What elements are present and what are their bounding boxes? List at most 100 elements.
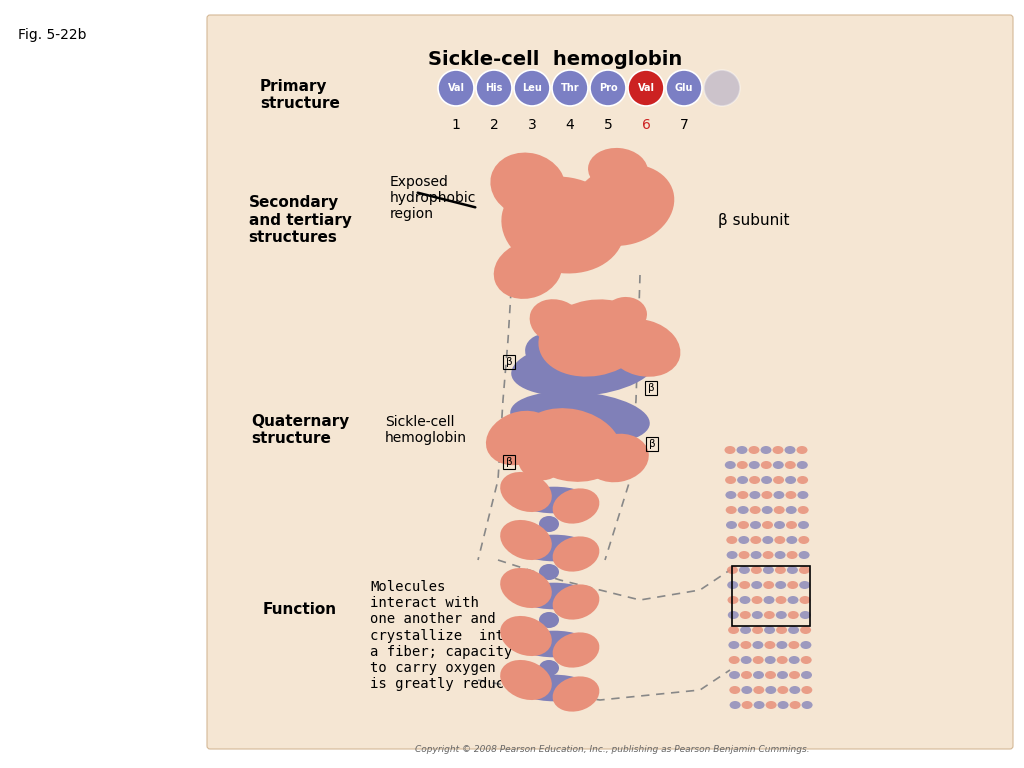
Ellipse shape — [764, 596, 774, 604]
Circle shape — [705, 70, 740, 106]
Ellipse shape — [740, 641, 752, 649]
Ellipse shape — [786, 521, 797, 529]
Ellipse shape — [776, 611, 786, 619]
Ellipse shape — [784, 446, 796, 454]
Ellipse shape — [761, 476, 772, 484]
Ellipse shape — [588, 148, 648, 192]
Ellipse shape — [529, 300, 585, 345]
Ellipse shape — [754, 686, 764, 694]
Ellipse shape — [788, 641, 800, 649]
Ellipse shape — [774, 551, 785, 559]
Ellipse shape — [785, 476, 796, 484]
Ellipse shape — [525, 334, 569, 370]
FancyBboxPatch shape — [207, 15, 1013, 749]
Ellipse shape — [738, 521, 749, 529]
Ellipse shape — [764, 611, 775, 619]
Circle shape — [628, 70, 664, 106]
Text: Val: Val — [638, 83, 654, 93]
Bar — [503, 455, 515, 469]
Ellipse shape — [787, 596, 799, 604]
Ellipse shape — [802, 686, 812, 694]
Ellipse shape — [800, 611, 811, 619]
Ellipse shape — [739, 611, 751, 619]
Ellipse shape — [729, 701, 740, 709]
Ellipse shape — [729, 656, 739, 664]
Ellipse shape — [539, 660, 559, 676]
Ellipse shape — [776, 656, 787, 664]
Ellipse shape — [728, 641, 739, 649]
Ellipse shape — [775, 581, 786, 589]
Bar — [503, 355, 515, 369]
Ellipse shape — [764, 641, 775, 649]
Ellipse shape — [725, 461, 736, 469]
Ellipse shape — [727, 566, 738, 574]
Ellipse shape — [738, 551, 750, 559]
Ellipse shape — [751, 566, 762, 574]
Text: Pro: Pro — [599, 83, 617, 93]
Ellipse shape — [798, 506, 809, 514]
Ellipse shape — [754, 701, 765, 709]
Text: Exposed
hydrophobic
region: Exposed hydrophobic region — [390, 175, 476, 221]
Ellipse shape — [553, 632, 599, 667]
Text: Val: Val — [447, 83, 465, 93]
Ellipse shape — [553, 536, 599, 571]
Ellipse shape — [785, 506, 797, 514]
Ellipse shape — [737, 491, 749, 499]
Ellipse shape — [798, 491, 808, 499]
Text: β: β — [648, 439, 655, 449]
Ellipse shape — [776, 626, 787, 634]
Ellipse shape — [510, 392, 650, 445]
Ellipse shape — [518, 487, 590, 513]
Ellipse shape — [500, 568, 552, 608]
Ellipse shape — [763, 551, 773, 559]
Ellipse shape — [749, 446, 760, 454]
Ellipse shape — [494, 241, 562, 299]
Ellipse shape — [751, 536, 761, 544]
Ellipse shape — [727, 596, 738, 604]
Ellipse shape — [777, 671, 788, 679]
Ellipse shape — [763, 566, 774, 574]
Ellipse shape — [729, 671, 740, 679]
Text: Glu: Glu — [675, 83, 693, 93]
Ellipse shape — [737, 506, 749, 514]
Ellipse shape — [725, 446, 735, 454]
Ellipse shape — [752, 581, 762, 589]
Ellipse shape — [741, 686, 753, 694]
Ellipse shape — [777, 686, 788, 694]
Ellipse shape — [797, 461, 808, 469]
Ellipse shape — [736, 446, 748, 454]
Ellipse shape — [739, 581, 751, 589]
Ellipse shape — [762, 506, 773, 514]
Ellipse shape — [753, 656, 764, 664]
Ellipse shape — [775, 566, 785, 574]
Ellipse shape — [762, 536, 773, 544]
Text: β: β — [506, 357, 512, 367]
Ellipse shape — [727, 581, 738, 589]
Ellipse shape — [753, 641, 764, 649]
Ellipse shape — [786, 566, 798, 574]
Ellipse shape — [802, 701, 813, 709]
Ellipse shape — [518, 444, 562, 480]
Ellipse shape — [775, 596, 786, 604]
Ellipse shape — [728, 611, 738, 619]
Ellipse shape — [726, 536, 737, 544]
Text: His: His — [485, 83, 503, 93]
Ellipse shape — [773, 461, 783, 469]
Ellipse shape — [518, 408, 622, 482]
Text: 3: 3 — [527, 118, 537, 132]
Ellipse shape — [751, 551, 762, 559]
Text: Molecules
interact with
one another and
crystallize  into
a fiber; capacity
to c: Molecules interact with one another and … — [370, 580, 529, 691]
Ellipse shape — [799, 551, 810, 559]
Text: Sickle-cell  hemoglobin: Sickle-cell hemoglobin — [428, 50, 682, 69]
Ellipse shape — [797, 476, 808, 484]
Ellipse shape — [788, 626, 799, 634]
Ellipse shape — [518, 631, 590, 657]
Ellipse shape — [762, 491, 772, 499]
Ellipse shape — [800, 596, 811, 604]
Ellipse shape — [801, 641, 811, 649]
Circle shape — [476, 70, 512, 106]
Ellipse shape — [790, 686, 801, 694]
Ellipse shape — [739, 596, 751, 604]
Text: β: β — [648, 383, 654, 393]
Ellipse shape — [786, 551, 798, 559]
